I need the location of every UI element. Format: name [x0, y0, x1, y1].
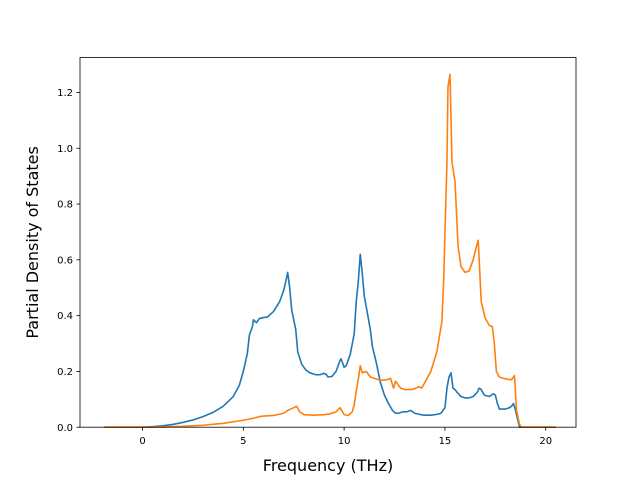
y-tick-label: 0.8	[57, 200, 73, 211]
x-tick-label: 20	[539, 436, 552, 447]
x-tick-label: 5	[240, 436, 246, 447]
y-tick-label: 1.2	[57, 88, 73, 99]
series-layer	[104, 73, 556, 428]
y-tick-label: 0.4	[57, 311, 73, 322]
x-axis-label: Frequency (THz)	[263, 456, 393, 475]
x-tick-label: 10	[338, 436, 351, 447]
y-tick-label: 0.0	[57, 423, 73, 434]
series-line-2	[104, 73, 556, 428]
y-axis-label: Partial Density of States	[23, 146, 42, 338]
y-axis-ticks: 0.0 0.2 0.4 0.6 0.8 1.0 1.2	[57, 88, 80, 434]
plot-frame	[79, 57, 577, 428]
series-line-1	[104, 253, 556, 428]
x-tick-label: 15	[439, 436, 452, 447]
y-tick-label: 0.2	[57, 367, 73, 378]
y-tick-label: 0.6	[57, 255, 73, 266]
x-tick-label: 0	[139, 436, 145, 447]
x-axis-ticks: 0 5 10 15 20	[139, 427, 552, 447]
y-tick-label: 1.0	[57, 144, 73, 155]
